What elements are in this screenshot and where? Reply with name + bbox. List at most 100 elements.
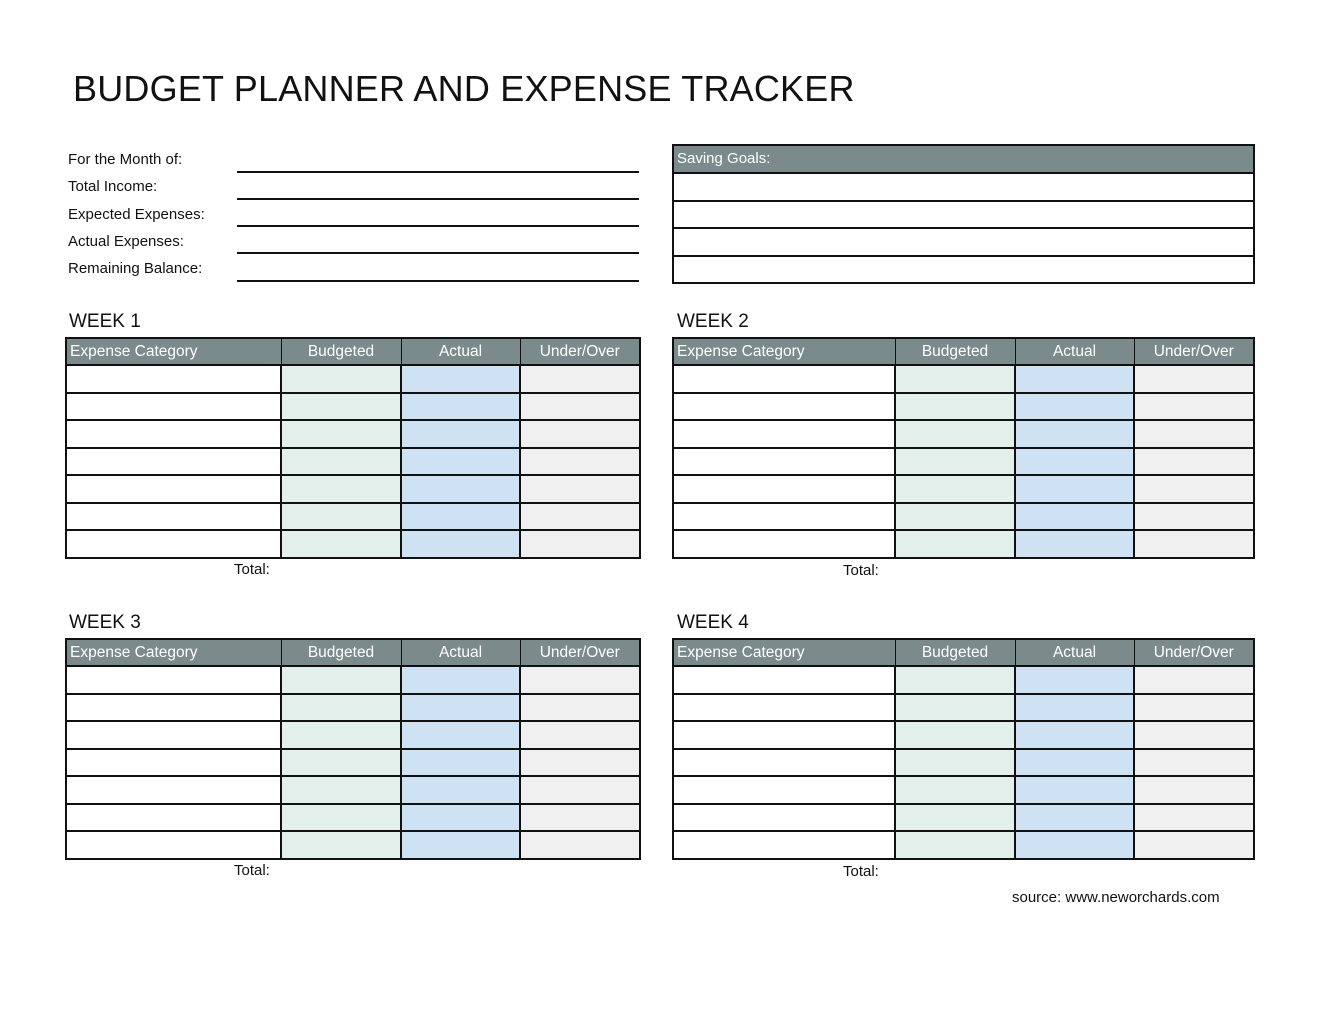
actual-cell[interactable] — [1014, 502, 1134, 531]
budgeted-cell[interactable] — [280, 365, 401, 394]
expense-category-cell[interactable] — [65, 803, 281, 832]
actual-cell[interactable] — [400, 420, 520, 449]
under-over-cell[interactable] — [1133, 420, 1254, 449]
budgeted-cell[interactable] — [894, 365, 1015, 394]
under-over-cell[interactable] — [519, 502, 640, 531]
expense-category-cell[interactable] — [65, 365, 281, 394]
budgeted-cell[interactable] — [280, 831, 401, 860]
expense-category-cell[interactable] — [65, 831, 281, 860]
expense-category-cell[interactable] — [65, 447, 281, 476]
under-over-cell[interactable] — [1133, 475, 1254, 504]
budgeted-cell[interactable] — [894, 447, 1015, 476]
expense-category-cell[interactable] — [672, 502, 895, 531]
actual-cell[interactable] — [1014, 365, 1134, 394]
expense-category-cell[interactable] — [65, 475, 281, 504]
under-over-cell[interactable] — [519, 475, 640, 504]
under-over-cell[interactable] — [519, 776, 640, 805]
budgeted-cell[interactable] — [894, 776, 1015, 805]
under-over-cell[interactable] — [519, 365, 640, 394]
budgeted-cell[interactable] — [894, 475, 1015, 504]
expense-category-cell[interactable] — [672, 831, 895, 860]
under-over-cell[interactable] — [519, 748, 640, 777]
under-over-cell[interactable] — [1133, 447, 1254, 476]
actual-cell[interactable] — [1014, 803, 1134, 832]
under-over-cell[interactable] — [519, 530, 640, 559]
actual-cell[interactable] — [400, 392, 520, 421]
saving-goal-row[interactable] — [674, 202, 1253, 229]
expense-category-cell[interactable] — [672, 530, 895, 559]
under-over-cell[interactable] — [1133, 365, 1254, 394]
actual-cell[interactable] — [1014, 831, 1134, 860]
under-over-cell[interactable] — [519, 666, 640, 695]
actual-cell[interactable] — [400, 666, 520, 695]
budgeted-cell[interactable] — [280, 502, 401, 531]
budgeted-cell[interactable] — [280, 475, 401, 504]
budgeted-cell[interactable] — [280, 392, 401, 421]
actual-cell[interactable] — [1014, 721, 1134, 750]
actual-cell[interactable] — [400, 365, 520, 394]
expense-category-cell[interactable] — [672, 803, 895, 832]
under-over-cell[interactable] — [519, 420, 640, 449]
under-over-cell[interactable] — [1133, 776, 1254, 805]
budgeted-cell[interactable] — [280, 776, 401, 805]
budgeted-cell[interactable] — [280, 447, 401, 476]
remaining-balance-field[interactable] — [237, 280, 639, 282]
expense-category-cell[interactable] — [672, 392, 895, 421]
budgeted-cell[interactable] — [280, 420, 401, 449]
under-over-cell[interactable] — [519, 447, 640, 476]
expense-category-cell[interactable] — [65, 721, 281, 750]
under-over-cell[interactable] — [1133, 666, 1254, 695]
actual-cell[interactable] — [400, 447, 520, 476]
under-over-cell[interactable] — [1133, 748, 1254, 777]
under-over-cell[interactable] — [519, 721, 640, 750]
actual-cell[interactable] — [1014, 447, 1134, 476]
expense-category-cell[interactable] — [65, 748, 281, 777]
expected-expenses-field[interactable] — [237, 225, 639, 227]
actual-cell[interactable] — [1014, 748, 1134, 777]
budgeted-cell[interactable] — [280, 530, 401, 559]
budgeted-cell[interactable] — [894, 803, 1015, 832]
month-field[interactable] — [237, 171, 639, 173]
under-over-cell[interactable] — [1133, 831, 1254, 860]
saving-goal-row[interactable] — [674, 229, 1253, 257]
expense-category-cell[interactable] — [672, 365, 895, 394]
under-over-cell[interactable] — [1133, 502, 1254, 531]
actual-cell[interactable] — [400, 475, 520, 504]
expense-category-cell[interactable] — [65, 666, 281, 695]
budgeted-cell[interactable] — [894, 693, 1015, 722]
under-over-cell[interactable] — [1133, 803, 1254, 832]
actual-cell[interactable] — [400, 831, 520, 860]
actual-cell[interactable] — [400, 803, 520, 832]
saving-goal-row[interactable] — [674, 174, 1253, 202]
budgeted-cell[interactable] — [894, 748, 1015, 777]
expense-category-cell[interactable] — [672, 776, 895, 805]
budgeted-cell[interactable] — [894, 420, 1015, 449]
under-over-cell[interactable] — [519, 392, 640, 421]
expense-category-cell[interactable] — [65, 530, 281, 559]
actual-expenses-field[interactable] — [237, 252, 639, 254]
expense-category-cell[interactable] — [65, 776, 281, 805]
budgeted-cell[interactable] — [894, 530, 1015, 559]
under-over-cell[interactable] — [1133, 530, 1254, 559]
actual-cell[interactable] — [400, 748, 520, 777]
actual-cell[interactable] — [1014, 530, 1134, 559]
actual-cell[interactable] — [400, 693, 520, 722]
budgeted-cell[interactable] — [280, 693, 401, 722]
expense-category-cell[interactable] — [65, 420, 281, 449]
expense-category-cell[interactable] — [672, 447, 895, 476]
budgeted-cell[interactable] — [280, 748, 401, 777]
expense-category-cell[interactable] — [672, 721, 895, 750]
actual-cell[interactable] — [400, 776, 520, 805]
expense-category-cell[interactable] — [672, 475, 895, 504]
budgeted-cell[interactable] — [280, 803, 401, 832]
actual-cell[interactable] — [1014, 420, 1134, 449]
expense-category-cell[interactable] — [672, 748, 895, 777]
actual-cell[interactable] — [1014, 666, 1134, 695]
actual-cell[interactable] — [400, 502, 520, 531]
expense-category-cell[interactable] — [672, 420, 895, 449]
budgeted-cell[interactable] — [280, 666, 401, 695]
under-over-cell[interactable] — [1133, 392, 1254, 421]
under-over-cell[interactable] — [519, 831, 640, 860]
budgeted-cell[interactable] — [894, 392, 1015, 421]
saving-goal-row[interactable] — [674, 257, 1253, 283]
